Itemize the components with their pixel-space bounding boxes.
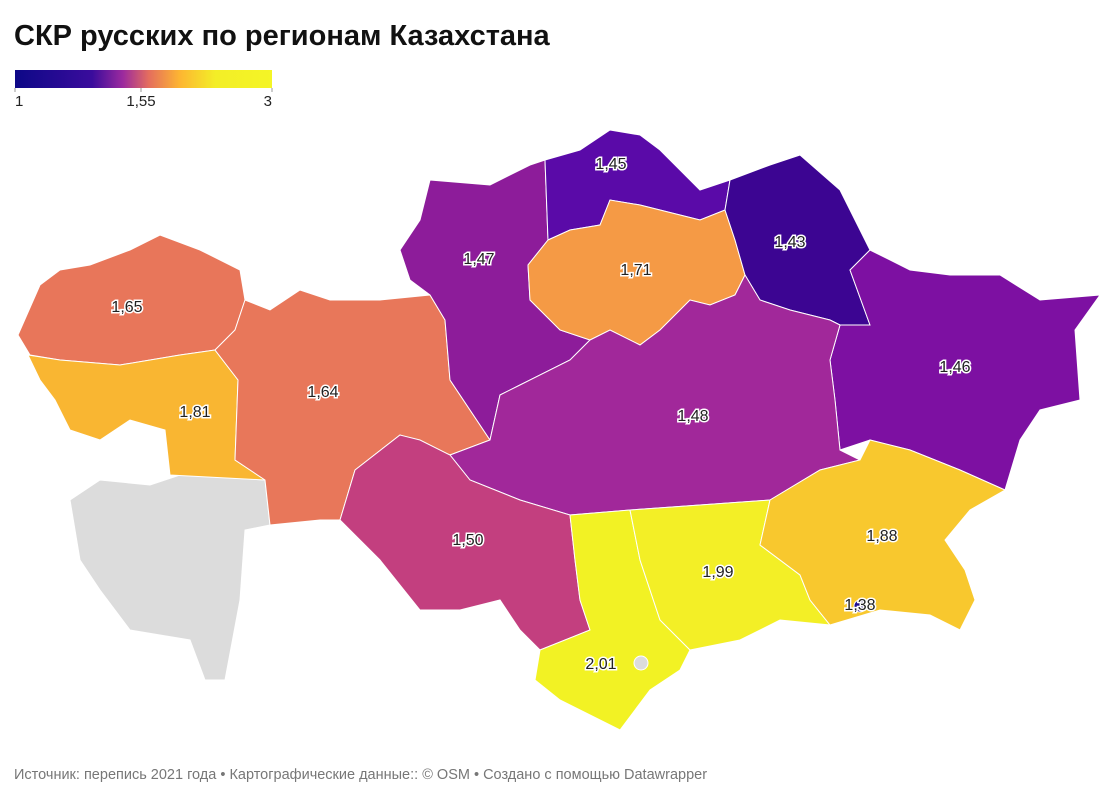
region-label: 1,88 [866,528,897,545]
regions [17,129,1102,731]
legend-label: 1 [15,93,23,110]
region-label: 1,46 [939,359,970,376]
region-label: 1,65 [111,299,142,316]
no-data-city [633,655,649,671]
region [27,349,267,481]
legend-label: 1,55 [126,93,155,110]
region-label: 1,64 [307,384,338,401]
labels: 1,65 1,81 1,64 1,47 1,45 1,71 1,43 1,46 1,48 1,50… [110,155,972,675]
region-label: 1,38 [844,597,875,614]
region-label: 2,01 [585,656,616,673]
region-label: 1,45 [595,156,626,173]
region [853,599,867,613]
region-label: 1,71 [620,262,651,279]
legend: 1 1,55 3 [14,88,273,110]
no-data-region [69,474,271,681]
region-label: 1,43 [774,234,805,251]
legend-bar [15,70,272,88]
source: Источник: перепись 2021 года • Картограф… [14,767,707,783]
region-label: 1,81 [179,404,210,421]
region-label: 1,48 [677,408,708,425]
region-label: 1,99 [702,564,733,581]
title: СКР русских по регионам Казахстана [14,20,551,52]
region-label: 1,50 [452,532,483,549]
legend-label: 3 [264,93,272,110]
region [759,439,1007,631]
region-label: 1,47 [463,251,494,268]
